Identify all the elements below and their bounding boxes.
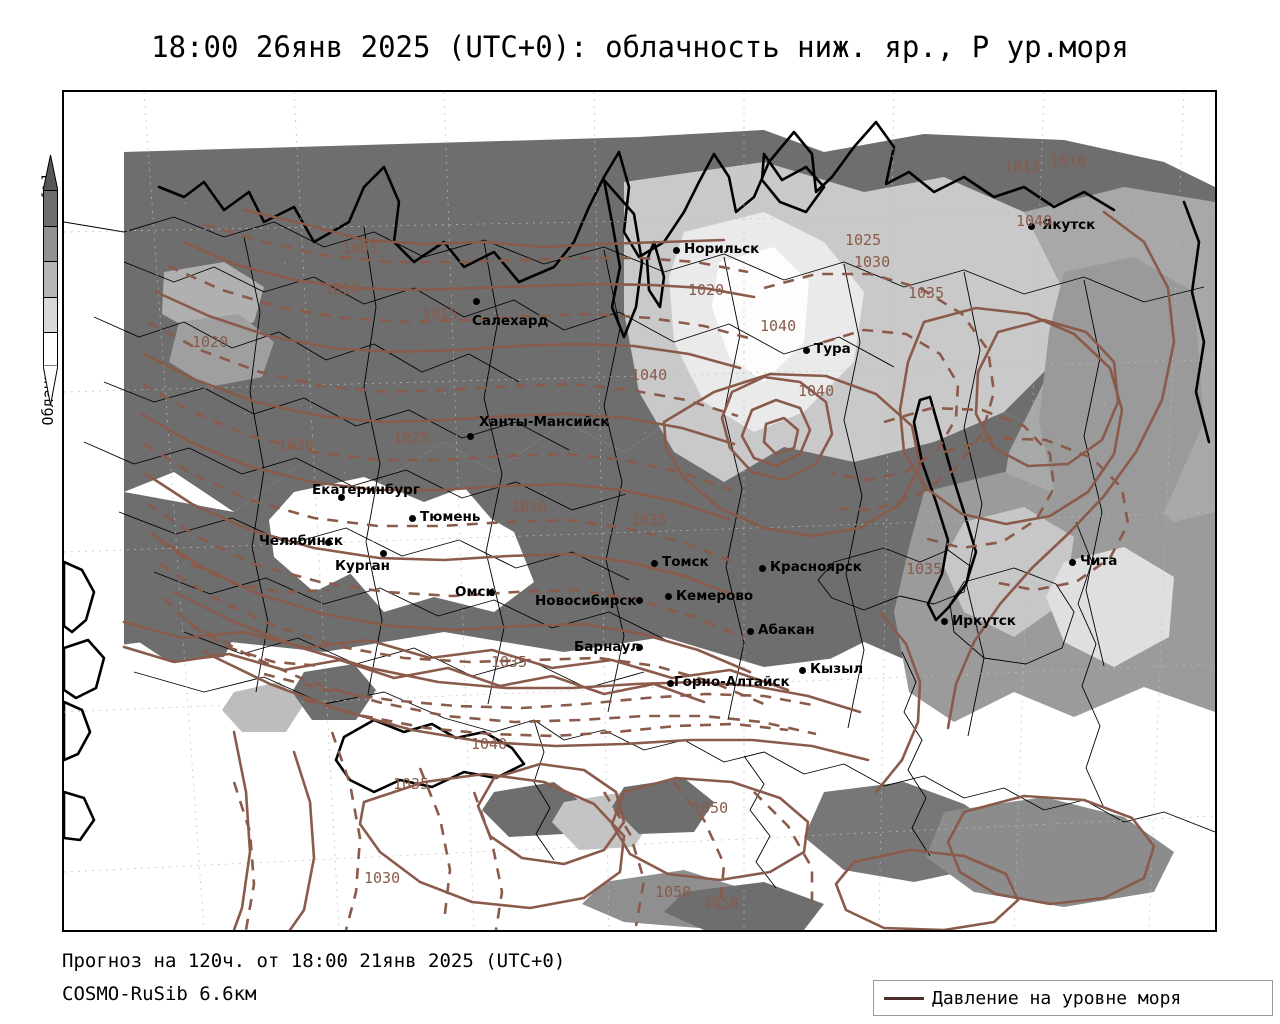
cloud-cover-layer bbox=[64, 130, 1215, 930]
city-label: Иркутск bbox=[952, 613, 1016, 629]
colorbar-segment bbox=[44, 226, 57, 263]
page-title: 18:00 26янв 2025 (UTC+0): облачность ниж… bbox=[151, 30, 1129, 64]
raster-noise bbox=[184, 202, 1146, 594]
city-label: Красноярск bbox=[770, 559, 862, 575]
isobar-dashed-layer bbox=[141, 222, 1130, 930]
pressure-legend-label: Давление на уровне моря bbox=[932, 987, 1182, 1009]
model-name-line2: COSMO-RuSib 6.6км bbox=[62, 983, 257, 1005]
cloud-patch-s6 bbox=[612, 778, 714, 834]
colorbar: Облачность нижнего яруса [%] 9070503010 bbox=[0, 130, 81, 560]
isobar-label: 1030 bbox=[278, 436, 315, 454]
city-label: Екатеринбург bbox=[312, 482, 420, 498]
city-marker[interactable] bbox=[650, 559, 658, 567]
city-label: Челябинск bbox=[259, 533, 343, 549]
city-label: Курган bbox=[335, 558, 390, 574]
city-label: Салехард bbox=[472, 313, 549, 329]
city-label: Томск bbox=[662, 554, 709, 570]
isobar-label: 1035 bbox=[908, 284, 945, 302]
colorbar-scale bbox=[43, 190, 58, 368]
isobar-label: 1040 bbox=[760, 317, 797, 335]
city-marker[interactable] bbox=[798, 666, 806, 674]
forecast-info-line1: Прогноз на 120ч. от 18:00 21янв 2025 (UT… bbox=[62, 950, 566, 972]
city-marker[interactable] bbox=[940, 617, 948, 625]
admin-border-layer bbox=[64, 216, 1215, 889]
isobar-label-layer: 1013 1010 1040 1025 1030 1035 1005 1010 1020 1015… bbox=[64, 92, 1215, 930]
isobar-label: 1050 bbox=[692, 799, 729, 817]
isobar-label: 1040 bbox=[471, 735, 508, 753]
colorbar-segment bbox=[44, 262, 57, 298]
city-marker[interactable] bbox=[408, 514, 416, 522]
isobar-label: 1050 bbox=[655, 883, 692, 901]
cloud-patch-s2 bbox=[222, 682, 304, 732]
city-marker[interactable] bbox=[472, 297, 480, 305]
isobar-label: 1010 bbox=[1050, 152, 1087, 170]
isobar-label: 1025 bbox=[845, 231, 882, 249]
pressure-legend: Давление на уровне моря bbox=[873, 980, 1273, 1016]
weather-map[interactable]: Якутск Норильск Тура Салехард Ханты-Мансийск… bbox=[62, 90, 1217, 932]
isobar-label: 1030 bbox=[854, 253, 891, 271]
city-marker[interactable] bbox=[1068, 558, 1076, 566]
isobar-label: 1030 bbox=[364, 869, 401, 887]
isobar-label: 1020 bbox=[192, 333, 229, 351]
isobar-label: 1035 bbox=[393, 775, 430, 793]
coastline-layer bbox=[64, 120, 1211, 842]
city-marker[interactable] bbox=[379, 549, 387, 557]
cloud-patch-se2 bbox=[926, 797, 1174, 907]
city-marker[interactable] bbox=[666, 679, 674, 687]
city-marker[interactable] bbox=[466, 432, 474, 440]
isobar-label: 1040 bbox=[631, 366, 668, 384]
isobar-label: 1040 bbox=[1016, 212, 1053, 230]
city-label: Барнаул bbox=[574, 639, 641, 655]
city-marker[interactable] bbox=[487, 588, 495, 596]
colorbar-bottom-arrow bbox=[43, 365, 58, 405]
city-marker[interactable] bbox=[802, 346, 810, 354]
city-label: Кызыл bbox=[810, 661, 864, 677]
cloud-region-chita-light bbox=[1046, 547, 1174, 667]
cloud-patch-s3 bbox=[292, 664, 376, 720]
isobar-label: 1025 bbox=[393, 429, 430, 447]
city-label: Чита bbox=[1080, 553, 1118, 569]
city-marker[interactable] bbox=[664, 592, 672, 600]
city-label: Омск bbox=[455, 584, 495, 600]
map-canvas bbox=[64, 92, 1215, 930]
city-label: Абакан bbox=[758, 622, 815, 638]
colorbar-segment bbox=[44, 191, 57, 227]
colorbar-top-arrow bbox=[43, 155, 58, 191]
city-label: Тюмень bbox=[420, 509, 481, 525]
colorbar-segment bbox=[44, 333, 57, 368]
isobar-label: 1035 bbox=[631, 511, 668, 529]
isobar-solid-layer bbox=[122, 208, 1176, 930]
city-label: Норильск bbox=[684, 241, 760, 257]
city-marker[interactable] bbox=[758, 564, 766, 572]
isobar-label: 1015 bbox=[422, 305, 459, 323]
city-marker[interactable] bbox=[337, 493, 345, 501]
city-label: Якутск bbox=[1042, 217, 1096, 233]
city-label: Ханты-Мансийск bbox=[479, 414, 610, 430]
city-label: Горно-Алтайск bbox=[674, 674, 790, 690]
city-marker[interactable] bbox=[1027, 222, 1035, 230]
isobar-label: 1035 bbox=[906, 560, 943, 578]
city-marker[interactable] bbox=[635, 596, 643, 604]
isobar-label: 1010 bbox=[324, 280, 361, 298]
city-marker[interactable] bbox=[324, 538, 332, 546]
isobar-label: 1035 bbox=[491, 653, 528, 671]
colorbar-segment bbox=[44, 297, 57, 334]
isobar-label: 1040 bbox=[798, 382, 835, 400]
isobar-label: 1050 bbox=[703, 894, 740, 912]
isobar-label: 1005 bbox=[342, 239, 379, 257]
city-marker[interactable] bbox=[672, 246, 680, 254]
isobar-label: 1020 bbox=[688, 281, 725, 299]
isobar-label: 1013 bbox=[1004, 158, 1041, 176]
city-label: Тура bbox=[814, 341, 851, 357]
isobar-label: 1030 bbox=[511, 498, 548, 516]
cloud-region-white-tura-core bbox=[712, 247, 809, 382]
city-marker[interactable] bbox=[635, 643, 643, 651]
pressure-legend-line bbox=[884, 996, 924, 1000]
city-label: Новосибирск bbox=[535, 593, 637, 609]
graticule-layer bbox=[64, 92, 1215, 930]
city-marker[interactable] bbox=[746, 627, 754, 635]
city-label: Кемерово bbox=[676, 588, 754, 604]
cloud-patch-s1 bbox=[136, 602, 239, 662]
